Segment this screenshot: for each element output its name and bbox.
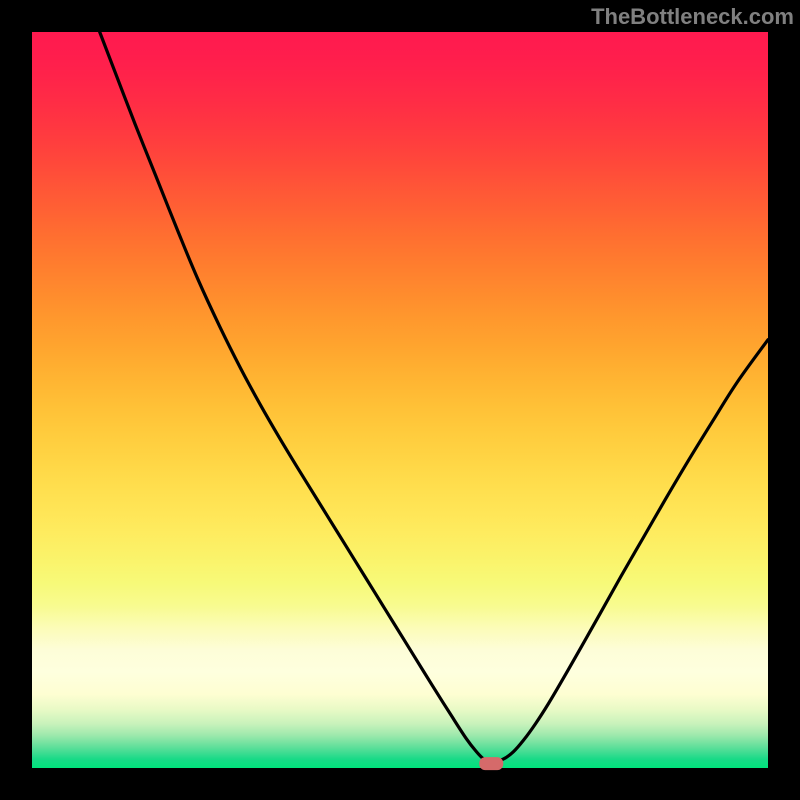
- watermark-text: TheBottleneck.com: [591, 4, 794, 30]
- chart-root: TheBottleneck.com: [0, 0, 800, 800]
- bottleneck-chart-svg: [0, 0, 800, 800]
- minimum-marker: [479, 757, 503, 770]
